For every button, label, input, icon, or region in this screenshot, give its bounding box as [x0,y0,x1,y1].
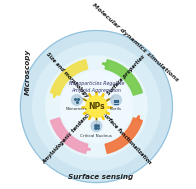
Circle shape [46,56,147,157]
Circle shape [33,43,160,170]
Text: NPs: NPs [88,102,105,111]
Text: Fibrils: Fibrils [110,107,122,112]
Wedge shape [51,118,88,153]
Text: Amyloidogenic tendency: Amyloidogenic tendency [41,111,92,165]
Text: Microscopy: Microscopy [25,49,31,95]
Text: Surface sensing: Surface sensing [68,174,133,180]
Wedge shape [105,118,142,153]
Circle shape [20,31,172,183]
Text: Molecular dynamics simulations: Molecular dynamics simulations [92,3,180,83]
Circle shape [72,95,82,105]
Text: Monomers: Monomers [66,107,88,112]
Text: Size and morphology: Size and morphology [45,51,89,98]
Wedge shape [105,60,142,95]
Text: Surface properties: Surface properties [106,54,146,96]
Circle shape [91,121,102,132]
Circle shape [111,95,121,105]
Text: Surface functionalization: Surface functionalization [100,111,152,166]
Circle shape [86,96,107,117]
Wedge shape [51,60,88,95]
Text: Critical Nucleus: Critical Nucleus [81,134,112,138]
Text: Nanoparticles Regulate
Amyloid Aggregation: Nanoparticles Regulate Amyloid Aggregati… [69,81,124,93]
Circle shape [60,70,132,143]
